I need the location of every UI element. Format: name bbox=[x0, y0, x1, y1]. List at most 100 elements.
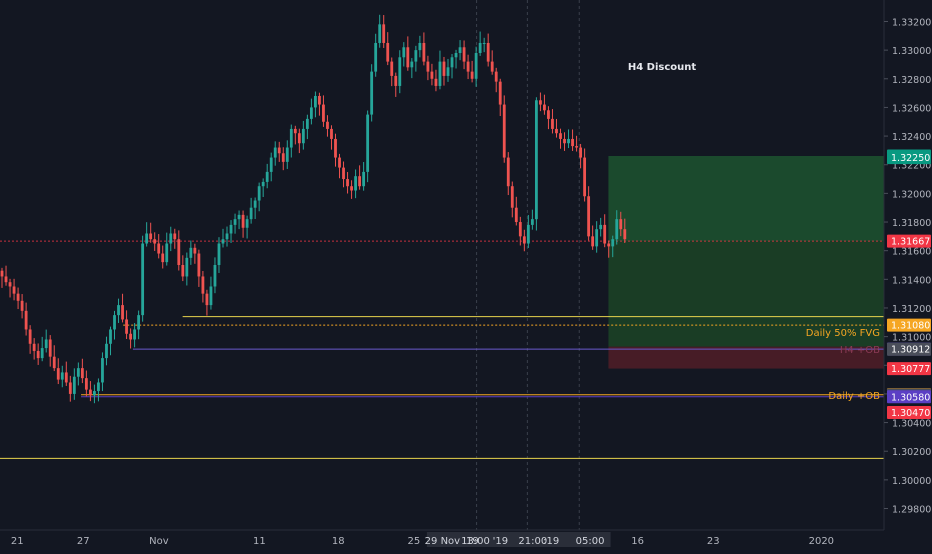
candle bbox=[446, 58, 450, 82]
candle-body bbox=[309, 107, 313, 119]
candle bbox=[442, 56, 446, 86]
chart-labels: Daily 50% FVG H4 +OB Daily +OB bbox=[806, 328, 880, 402]
candle-body bbox=[249, 207, 253, 220]
candle-body bbox=[32, 343, 36, 351]
candle bbox=[205, 289, 209, 316]
candle-body bbox=[430, 71, 434, 79]
candle-body bbox=[414, 50, 418, 62]
price-tag-label: 1.32250 bbox=[891, 153, 930, 164]
candle-body bbox=[117, 305, 120, 316]
candle-body bbox=[543, 104, 546, 111]
candle-body bbox=[273, 147, 277, 158]
candle bbox=[245, 215, 249, 239]
daily-ob-label: Daily +OB bbox=[828, 391, 880, 402]
candle bbox=[402, 42, 406, 67]
time-highlight-label: '19 bbox=[493, 536, 508, 547]
x-tick-label: 11 bbox=[253, 536, 266, 547]
candle-body bbox=[97, 382, 100, 392]
y-tick-label: 1.32800 bbox=[892, 75, 931, 86]
candle-body bbox=[486, 42, 490, 62]
candle-body bbox=[583, 157, 587, 197]
price-tag-label: 1.31667 bbox=[891, 237, 930, 248]
candle bbox=[358, 165, 362, 190]
candle-body bbox=[125, 319, 128, 334]
candle bbox=[595, 221, 599, 253]
candle-body bbox=[141, 243, 145, 316]
candle bbox=[510, 181, 514, 218]
candle bbox=[16, 287, 20, 310]
candle bbox=[559, 128, 562, 149]
candle-body bbox=[80, 368, 84, 379]
x-tick-label: 2020 bbox=[809, 536, 834, 547]
candle-body bbox=[285, 147, 289, 162]
candle bbox=[0, 267, 4, 288]
candle bbox=[305, 114, 309, 140]
candle bbox=[366, 110, 370, 183]
time-highlight-label: 21:00 bbox=[518, 536, 547, 547]
y-tick-label: 1.31200 bbox=[892, 304, 931, 315]
candle-body bbox=[623, 229, 627, 240]
candle bbox=[583, 148, 587, 202]
candle bbox=[502, 95, 506, 163]
candle-body bbox=[88, 389, 92, 396]
candle-body bbox=[129, 333, 132, 340]
candle-body bbox=[165, 243, 169, 263]
candle bbox=[4, 265, 8, 286]
candle bbox=[494, 67, 498, 93]
candle bbox=[293, 125, 297, 145]
candle-body bbox=[406, 47, 410, 68]
candle bbox=[322, 95, 325, 127]
candle-body bbox=[197, 253, 201, 277]
candle-body bbox=[12, 286, 16, 294]
candle-body bbox=[93, 391, 96, 396]
candle-body bbox=[530, 219, 534, 225]
candle-body bbox=[297, 133, 301, 144]
candle bbox=[68, 375, 72, 402]
candle bbox=[177, 230, 181, 271]
candle-body bbox=[534, 100, 538, 220]
candle bbox=[318, 92, 321, 116]
candle-body bbox=[382, 24, 386, 43]
candle-body bbox=[261, 181, 265, 187]
candle bbox=[434, 69, 438, 92]
profit-zone-box bbox=[608, 155, 884, 242]
price-tag-bg bbox=[887, 390, 931, 404]
candle-body bbox=[101, 358, 104, 383]
candle bbox=[20, 294, 24, 319]
candle bbox=[334, 133, 337, 167]
candle-body bbox=[322, 104, 325, 122]
candle-body bbox=[52, 356, 56, 369]
candle-body bbox=[20, 300, 24, 311]
x-tick-label: 21 bbox=[11, 536, 24, 547]
candle bbox=[547, 106, 550, 130]
candle-body bbox=[619, 219, 623, 230]
candle bbox=[241, 210, 245, 238]
candle-body bbox=[422, 42, 426, 62]
candle bbox=[350, 180, 353, 199]
candle bbox=[362, 162, 366, 191]
candle bbox=[56, 358, 60, 385]
candle bbox=[201, 270, 205, 303]
candles[interactable] bbox=[0, 14, 627, 404]
candle bbox=[522, 229, 526, 252]
candle-body bbox=[539, 100, 542, 105]
candle-body bbox=[185, 257, 189, 277]
candle-body bbox=[281, 153, 285, 162]
grid-layer bbox=[476, 0, 580, 530]
candle bbox=[354, 169, 357, 199]
candle bbox=[76, 362, 80, 386]
zone-boxes bbox=[608, 155, 884, 369]
candle bbox=[8, 278, 12, 298]
candle bbox=[281, 147, 285, 171]
candle-body bbox=[201, 276, 205, 294]
candle-body bbox=[378, 24, 382, 43]
y-tick-label: 1.30000 bbox=[892, 476, 931, 487]
candle-body bbox=[418, 42, 422, 51]
loss-zone-box bbox=[608, 346, 884, 369]
candle bbox=[587, 186, 591, 241]
price-tag-bg bbox=[887, 234, 931, 248]
candle-body bbox=[575, 146, 578, 148]
candle-body bbox=[559, 133, 562, 139]
